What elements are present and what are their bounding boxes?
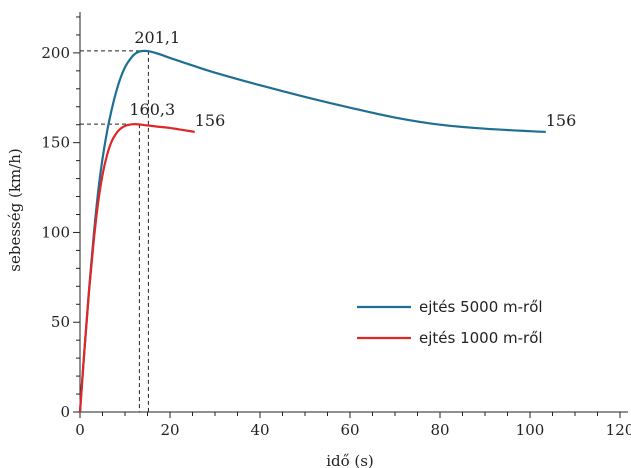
value-annotation: 201,1 [134, 28, 180, 47]
annotations: 201,1 160,3 156 156 [129, 28, 576, 130]
y-tick-label: 150 [41, 134, 70, 152]
y-tick-label: 100 [41, 223, 70, 241]
x-tick-label: 20 [160, 421, 179, 439]
y-tick-label: 0 [60, 403, 70, 421]
axes: 0 20 40 60 80 100 120 0 50 100 150 200 [41, 12, 631, 439]
value-annotation: 156 [546, 111, 577, 130]
series-line-5000 [78, 49, 546, 413]
series-line-1000 [78, 123, 195, 413]
legend-label-1000: ejtés 1000 m-ről [419, 329, 543, 347]
value-annotation: 156 [195, 111, 226, 130]
value-annotation: 160,3 [129, 100, 175, 119]
x-tick-label: 60 [340, 421, 359, 439]
series-group [78, 49, 546, 413]
y-axis-title: sebesség (km/h) [6, 148, 24, 271]
x-tick-label: 120 [606, 421, 631, 439]
legend: ejtés 5000 m-ről ejtés 1000 m-ről [357, 298, 543, 347]
y-tick-label: 200 [41, 44, 70, 62]
legend-label-5000: ejtés 5000 m-ről [419, 298, 543, 316]
x-axis-title: idő (s) [326, 452, 374, 468]
x-tick-label: 40 [250, 421, 269, 439]
x-tick-label: 100 [516, 421, 545, 439]
x-tick-label: 0 [75, 421, 85, 439]
x-tick-label: 80 [430, 421, 449, 439]
y-tick-label: 50 [51, 313, 70, 331]
